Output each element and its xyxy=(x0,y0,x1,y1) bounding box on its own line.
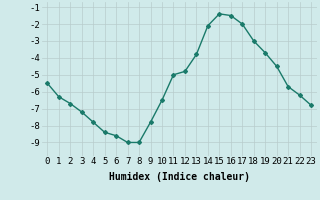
X-axis label: Humidex (Indice chaleur): Humidex (Indice chaleur) xyxy=(109,172,250,182)
